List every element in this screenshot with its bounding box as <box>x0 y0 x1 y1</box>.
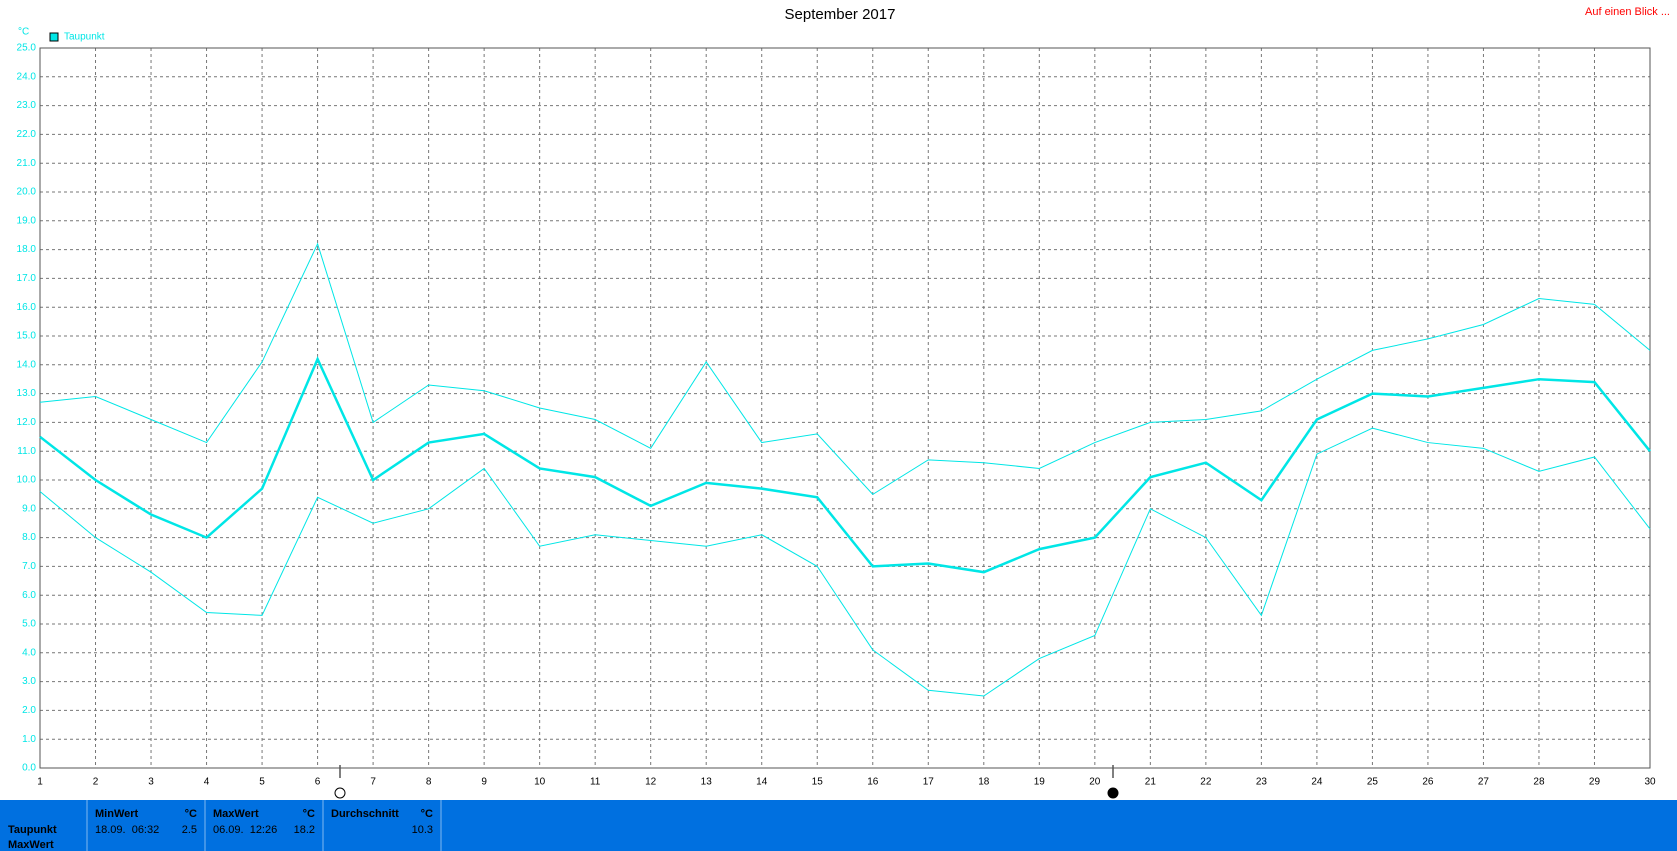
x-tick-label: 11 <box>590 777 601 788</box>
x-tick-label: 27 <box>1478 777 1490 788</box>
x-tick-label: 8 <box>426 777 432 788</box>
x-tick-label: 28 <box>1533 777 1545 788</box>
y-tick-label: 15.0 <box>17 331 37 342</box>
y-tick-label: 22.0 <box>17 129 37 140</box>
x-tick-label: 7 <box>370 777 376 788</box>
y-tick-label: 13.0 <box>17 388 37 399</box>
y-tick-label: 11.0 <box>17 446 36 457</box>
y-tick-label: 3.0 <box>22 676 36 687</box>
x-tick-label: 18 <box>978 777 990 788</box>
column-value: 10.3 <box>412 824 433 836</box>
x-tick-label: 15 <box>812 777 824 788</box>
y-tick-label: 4.0 <box>22 647 36 658</box>
y-unit: °C <box>18 27 29 38</box>
link[interactable]: Auf einen Blick ... <box>1585 6 1670 18</box>
column-header: MinWert <box>95 808 139 820</box>
y-tick-label: 0.0 <box>22 763 36 774</box>
x-tick-label: 2 <box>93 777 99 788</box>
x-tick-label: 29 <box>1589 777 1601 788</box>
x-tick-label: 22 <box>1200 777 1212 788</box>
y-tick-label: 16.0 <box>17 302 37 313</box>
y-tick-label: 8.0 <box>22 532 36 543</box>
x-tick-label: 20 <box>1089 777 1101 788</box>
x-tick-label: 16 <box>867 777 879 788</box>
x-tick-label: 10 <box>534 777 546 788</box>
legend-label: Taupunkt <box>64 32 105 43</box>
line-series <box>39 355 1651 574</box>
x-tick-label: 25 <box>1367 777 1379 788</box>
column-time: 06.09. 12:26 <box>213 824 277 836</box>
moon-icon <box>334 787 346 799</box>
x-tick-label: 26 <box>1422 777 1434 788</box>
column-header: Durchschnitt <box>331 808 399 820</box>
legend-swatch <box>49 32 59 42</box>
y-tick-label: 21.0 <box>17 158 37 169</box>
y-tick-label: 12.0 <box>17 417 37 428</box>
moon-icon <box>1107 787 1119 799</box>
y-tick-label: 9.0 <box>22 503 36 514</box>
y-tick-label: 10.0 <box>17 475 37 486</box>
y-tick-label: 6.0 <box>22 590 36 601</box>
chart-title: September 2017 <box>785 6 896 23</box>
y-tick-label: 1.0 <box>22 734 36 745</box>
x-tick-label: 23 <box>1256 777 1268 788</box>
x-tick-label: 13 <box>701 777 713 788</box>
y-tick-label: 17.0 <box>17 273 37 284</box>
x-tick-label: 21 <box>1145 777 1157 788</box>
y-tick-label: 7.0 <box>22 561 36 572</box>
x-tick-label: 17 <box>923 777 935 788</box>
y-tick-label: 20.0 <box>17 187 37 198</box>
y-tick-label: 18.0 <box>17 244 37 255</box>
x-tick-label: 24 <box>1311 777 1323 788</box>
y-tick-label: 19.0 <box>17 215 37 226</box>
y-tick-label: 23.0 <box>17 100 37 111</box>
column-header: MaxWert <box>213 808 259 820</box>
y-tick-label: 24.0 <box>17 71 37 82</box>
column-unit: °C <box>421 808 433 820</box>
y-tick-label: 2.0 <box>22 705 36 716</box>
row-label: Taupunkt <box>8 824 57 836</box>
x-tick-label: 3 <box>148 777 154 788</box>
y-tick-label: 25.0 <box>17 43 37 54</box>
line-series <box>39 427 1651 697</box>
x-tick-label: 1 <box>37 777 43 788</box>
summary-panel <box>0 800 1677 851</box>
y-tick-label: 5.0 <box>22 619 36 630</box>
x-tick-label: 5 <box>259 777 265 788</box>
x-tick-label: 6 <box>315 777 321 788</box>
x-tick-label: 12 <box>645 777 657 788</box>
column-value: 18.2 <box>294 824 315 836</box>
column-value: 2.5 <box>182 824 197 836</box>
plot-frame <box>39 47 1651 769</box>
y-tick-label: 14.0 <box>17 359 37 370</box>
x-tick-label: 4 <box>204 777 210 788</box>
column-time: 18.09. 06:32 <box>95 824 159 836</box>
row-label: MaxWert <box>8 839 54 851</box>
x-tick-label: 30 <box>1644 777 1656 788</box>
line-series <box>39 242 1651 496</box>
x-tick-label: 19 <box>1034 777 1046 788</box>
column-unit: °C <box>185 808 197 820</box>
x-tick-label: 9 <box>481 777 487 788</box>
x-tick-label: 14 <box>756 777 768 788</box>
column-unit: °C <box>303 808 315 820</box>
